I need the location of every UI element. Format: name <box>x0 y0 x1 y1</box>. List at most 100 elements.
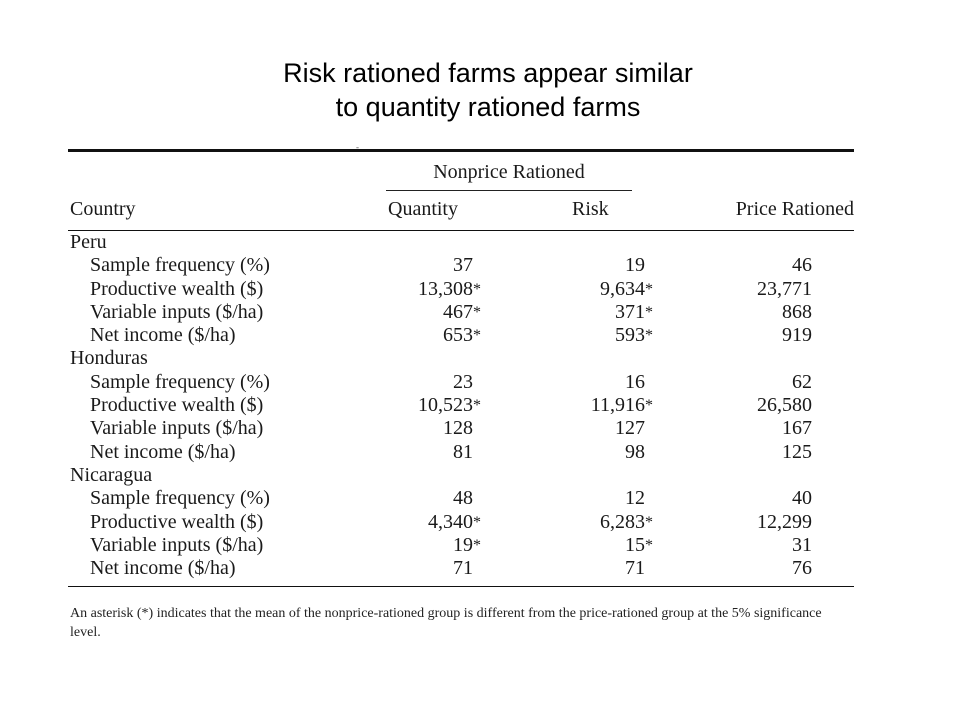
significance-asterisk: * <box>645 513 653 531</box>
country-row: Honduras <box>68 347 854 370</box>
cell-value: 11,916 <box>590 394 645 417</box>
cell-value: 26,580 <box>757 394 812 417</box>
cell-value: 19 <box>453 533 473 556</box>
cell-value: 71 <box>625 557 645 580</box>
column-header-country: Country <box>70 198 136 220</box>
column-header-quantity: Quantity <box>388 198 458 220</box>
cell-risk: 11,916* <box>591 394 654 417</box>
cell-risk: 127 <box>615 417 654 440</box>
cell-price: 26,580 <box>757 394 812 417</box>
table-row: Net income ($/ha) 653* 593* 919 <box>68 324 854 347</box>
table-bottom-rule <box>68 586 854 587</box>
country-label: Honduras <box>70 347 148 370</box>
table-row: Sample frequency (%) 23 16 62 <box>68 371 854 394</box>
cell-quantity: 81 <box>453 441 482 464</box>
table-row: Variable inputs ($/ha) 19* 15* 31 <box>68 534 854 557</box>
significance-asterisk: * <box>473 397 481 415</box>
cell-risk: 16 <box>625 371 654 394</box>
cell-quantity: 467* <box>443 301 482 324</box>
cell-price: 62 <box>792 371 812 394</box>
country-label: Peru <box>70 231 107 253</box>
row-label: Variable inputs ($/ha) <box>90 533 264 556</box>
cell-price: 46 <box>792 254 812 277</box>
cell-risk: 6,283* <box>600 511 654 534</box>
cell-value: 46 <box>792 254 812 277</box>
cell-price: 125 <box>782 441 812 464</box>
country-row: Peru <box>68 231 854 254</box>
table-row: Variable inputs ($/ha) 128 127 167 <box>68 417 854 440</box>
table-footnote: An asterisk (*) indicates that the mean … <box>70 606 822 640</box>
cell-value: 48 <box>453 487 473 510</box>
cell-price: 76 <box>792 557 812 580</box>
row-label: Variable inputs ($/ha) <box>90 417 264 440</box>
cell-risk: 9,634* <box>600 278 654 301</box>
row-label: Net income ($/ha) <box>90 440 236 463</box>
table-row: Productive wealth ($) 4,340* 6,283* 12,299 <box>68 511 854 534</box>
cell-value: 12,299 <box>757 510 812 533</box>
table-row: Sample frequency (%) 37 19 46 <box>68 254 854 277</box>
cell-risk: 71 <box>625 557 654 580</box>
table-row: Variable inputs ($/ha) 467* 371* 868 <box>68 301 854 324</box>
table-row: Productive wealth ($) 13,308* 9,634* 23,771 <box>68 278 854 301</box>
row-label: Sample frequency (%) <box>90 487 270 510</box>
cell-quantity: 4,340* <box>428 511 482 534</box>
cell-value: 868 <box>782 300 812 323</box>
cell-value: 31 <box>792 533 812 556</box>
cell-quantity: 128 <box>443 417 482 440</box>
cell-price: 31 <box>792 534 812 557</box>
cell-value: 125 <box>782 440 812 463</box>
cell-value: 6,283 <box>600 510 645 533</box>
cell-price: 919 <box>782 324 812 347</box>
cell-value: 10,523 <box>418 394 473 417</box>
cell-value: 12 <box>625 487 645 510</box>
significance-asterisk: * <box>645 327 653 345</box>
country-row: Nicaragua <box>68 464 854 487</box>
cell-value: 653 <box>443 324 473 347</box>
cell-quantity: 10,523* <box>418 394 482 417</box>
cell-value: 23 <box>453 370 473 393</box>
cell-value: 13,308 <box>418 277 473 300</box>
table-top-rule <box>68 149 854 152</box>
cell-value: 19 <box>625 254 645 277</box>
cell-quantity: 71 <box>453 557 482 580</box>
cell-risk: 12 <box>625 487 654 510</box>
cell-value: 127 <box>615 417 645 440</box>
cell-value: 9,634 <box>600 277 645 300</box>
cell-quantity: 13,308* <box>418 278 482 301</box>
group-header-rule <box>386 190 632 191</box>
significance-asterisk: * <box>473 303 481 321</box>
stray-tick-mark: - <box>356 142 359 152</box>
table-row: Sample frequency (%) 48 12 40 <box>68 487 854 510</box>
row-label: Productive wealth ($) <box>90 510 264 533</box>
cell-price: 12,299 <box>757 511 812 534</box>
cell-value: 4,340 <box>428 510 473 533</box>
column-header-risk: Risk <box>572 198 609 220</box>
significance-asterisk: * <box>473 327 481 345</box>
cell-quantity: 19* <box>453 534 482 557</box>
significance-asterisk: * <box>645 303 653 321</box>
row-label: Net income ($/ha) <box>90 557 236 580</box>
cell-quantity: 48 <box>453 487 482 510</box>
cell-value: 71 <box>453 557 473 580</box>
cell-value: 167 <box>782 417 812 440</box>
row-label: Variable inputs ($/ha) <box>90 300 264 323</box>
cell-value: 15 <box>625 533 645 556</box>
cell-risk: 19 <box>625 254 654 277</box>
cell-value: 467 <box>443 300 473 323</box>
significance-asterisk: * <box>645 536 653 554</box>
cell-quantity: 37 <box>453 254 482 277</box>
cell-risk: 15* <box>625 534 654 557</box>
cell-price: 23,771 <box>757 278 812 301</box>
cell-value: 16 <box>625 370 645 393</box>
row-label: Sample frequency (%) <box>90 254 270 277</box>
cell-quantity: 23 <box>453 371 482 394</box>
table-body: Peru Sample frequency (%) 37 19 46 Productive… <box>68 231 854 580</box>
cell-value: 40 <box>792 487 812 510</box>
cell-value: 23,771 <box>757 277 812 300</box>
cell-price: 868 <box>782 301 812 324</box>
table-row: Productive wealth ($) 10,523* 11,916* 26,58… <box>68 394 854 417</box>
column-header-price-rationed: Price Rationed <box>735 198 854 220</box>
cell-risk: 371* <box>615 301 654 324</box>
cell-price: 167 <box>782 417 812 440</box>
cell-price: 40 <box>792 487 812 510</box>
